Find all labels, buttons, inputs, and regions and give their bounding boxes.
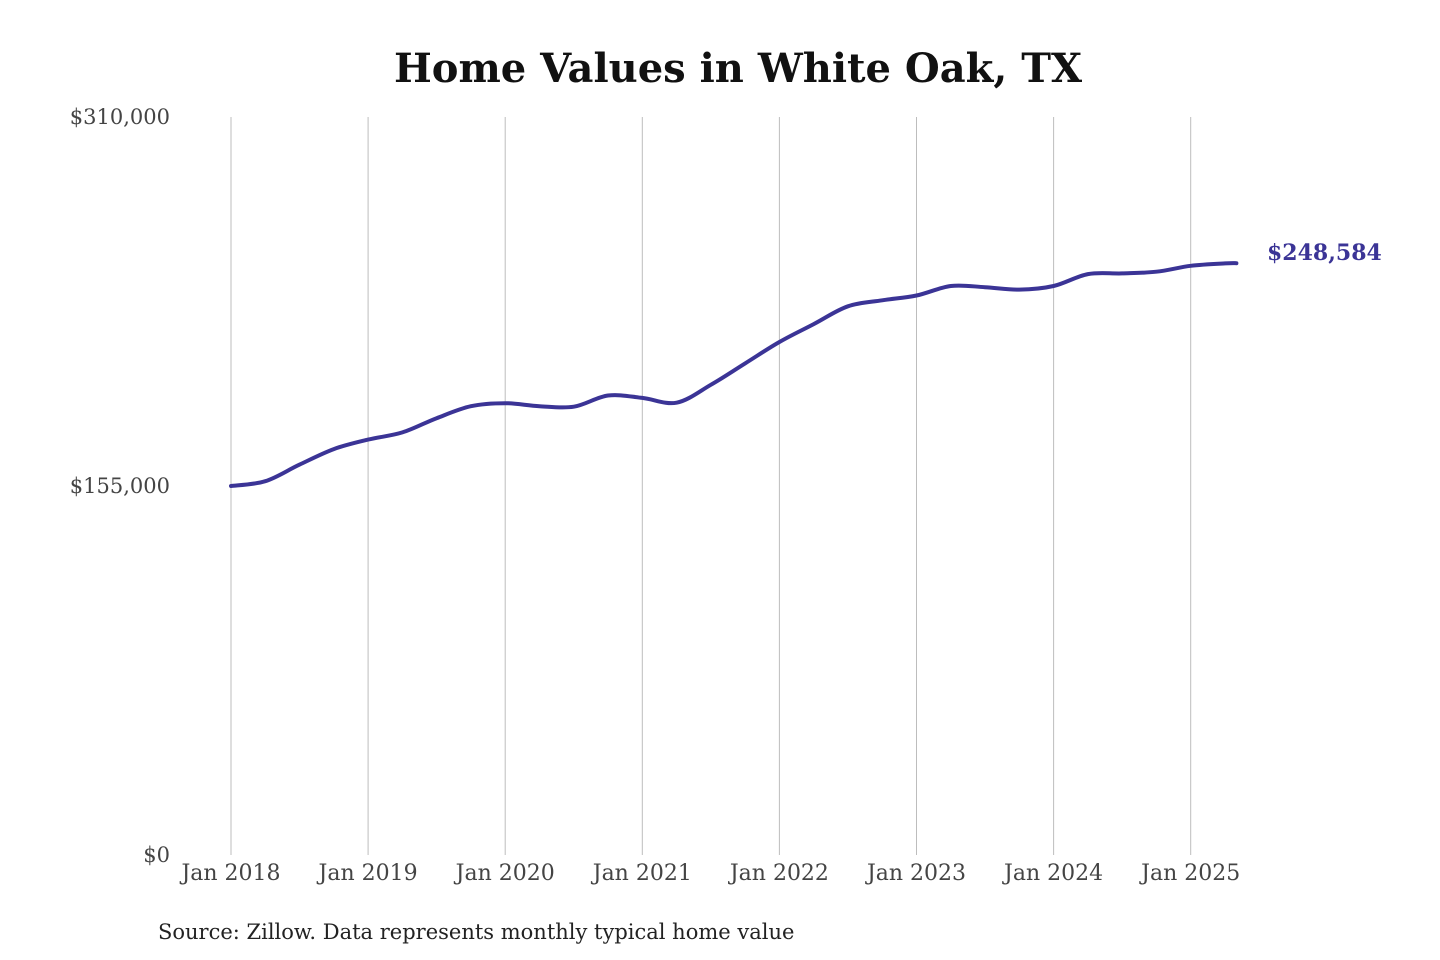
end-value-label: $248,584 bbox=[1267, 240, 1382, 266]
x-tick-label: Jan 2023 bbox=[865, 861, 966, 886]
x-tick-label: Jan 2022 bbox=[728, 861, 829, 886]
series-layer bbox=[229, 261, 1239, 488]
y-axis-ticks: $310,000 $155,000 $0 bbox=[70, 105, 170, 867]
chart-title: Home Values in White Oak, TX bbox=[394, 45, 1082, 92]
home-value-line bbox=[229, 261, 1239, 488]
gridlines bbox=[230, 117, 1192, 855]
x-tick-label: Jan 2020 bbox=[454, 861, 555, 886]
x-axis-ticks: Jan 2018 Jan 2019 Jan 2020 Jan 2021 Jan 2022… bbox=[179, 861, 1240, 886]
y-tick-label: $155,000 bbox=[70, 474, 170, 498]
y-tick-label: $310,000 bbox=[70, 105, 170, 129]
x-tick-label: Jan 2019 bbox=[317, 861, 418, 886]
y-tick-label: $0 bbox=[143, 843, 170, 867]
source-note: Source: Zillow. Data represents monthly … bbox=[158, 920, 794, 944]
x-tick-label: Jan 2024 bbox=[1002, 861, 1103, 886]
x-tick-label: Jan 2018 bbox=[179, 861, 280, 886]
x-tick-label: Jan 2025 bbox=[1139, 861, 1240, 886]
x-tick-label: Jan 2021 bbox=[591, 861, 692, 886]
